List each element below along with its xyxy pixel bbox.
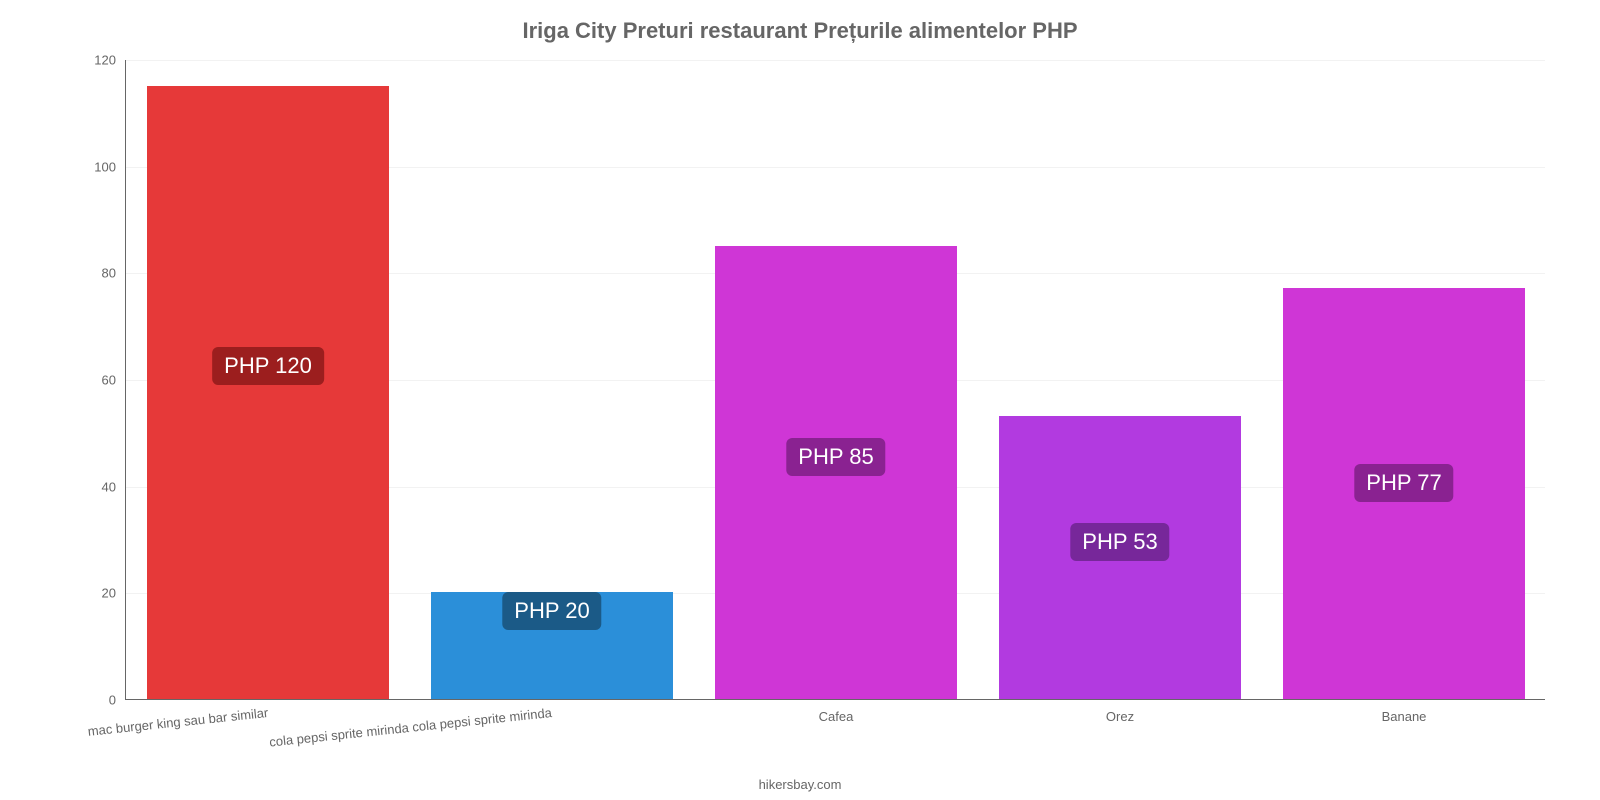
chart-title: Iriga City Preturi restaurant Prețurile … (0, 0, 1600, 44)
bar (147, 86, 388, 699)
y-tick-label: 20 (102, 586, 126, 601)
value-label: PHP 120 (212, 347, 324, 385)
plot-area: 020406080100120PHP 120mac burger king sa… (125, 60, 1545, 700)
value-label: PHP 20 (502, 592, 601, 630)
y-tick-label: 40 (102, 479, 126, 494)
y-tick-label: 0 (109, 693, 126, 708)
value-label: PHP 77 (1354, 464, 1453, 502)
y-tick-label: 120 (94, 53, 126, 68)
gridline (126, 60, 1545, 61)
y-tick-label: 80 (102, 266, 126, 281)
x-tick-label: Cafea (819, 709, 854, 724)
price-chart: Iriga City Preturi restaurant Prețurile … (0, 0, 1600, 800)
value-label: PHP 85 (786, 438, 885, 476)
x-tick-label: cola pepsi sprite mirinda cola pepsi spr… (269, 705, 553, 750)
y-tick-label: 60 (102, 373, 126, 388)
x-tick-label: Orez (1106, 709, 1134, 724)
x-tick-label: Banane (1382, 709, 1427, 724)
value-label: PHP 53 (1070, 523, 1169, 561)
x-tick-label: mac burger king sau bar similar (87, 705, 269, 739)
attribution: hikersbay.com (759, 777, 842, 792)
y-tick-label: 100 (94, 159, 126, 174)
